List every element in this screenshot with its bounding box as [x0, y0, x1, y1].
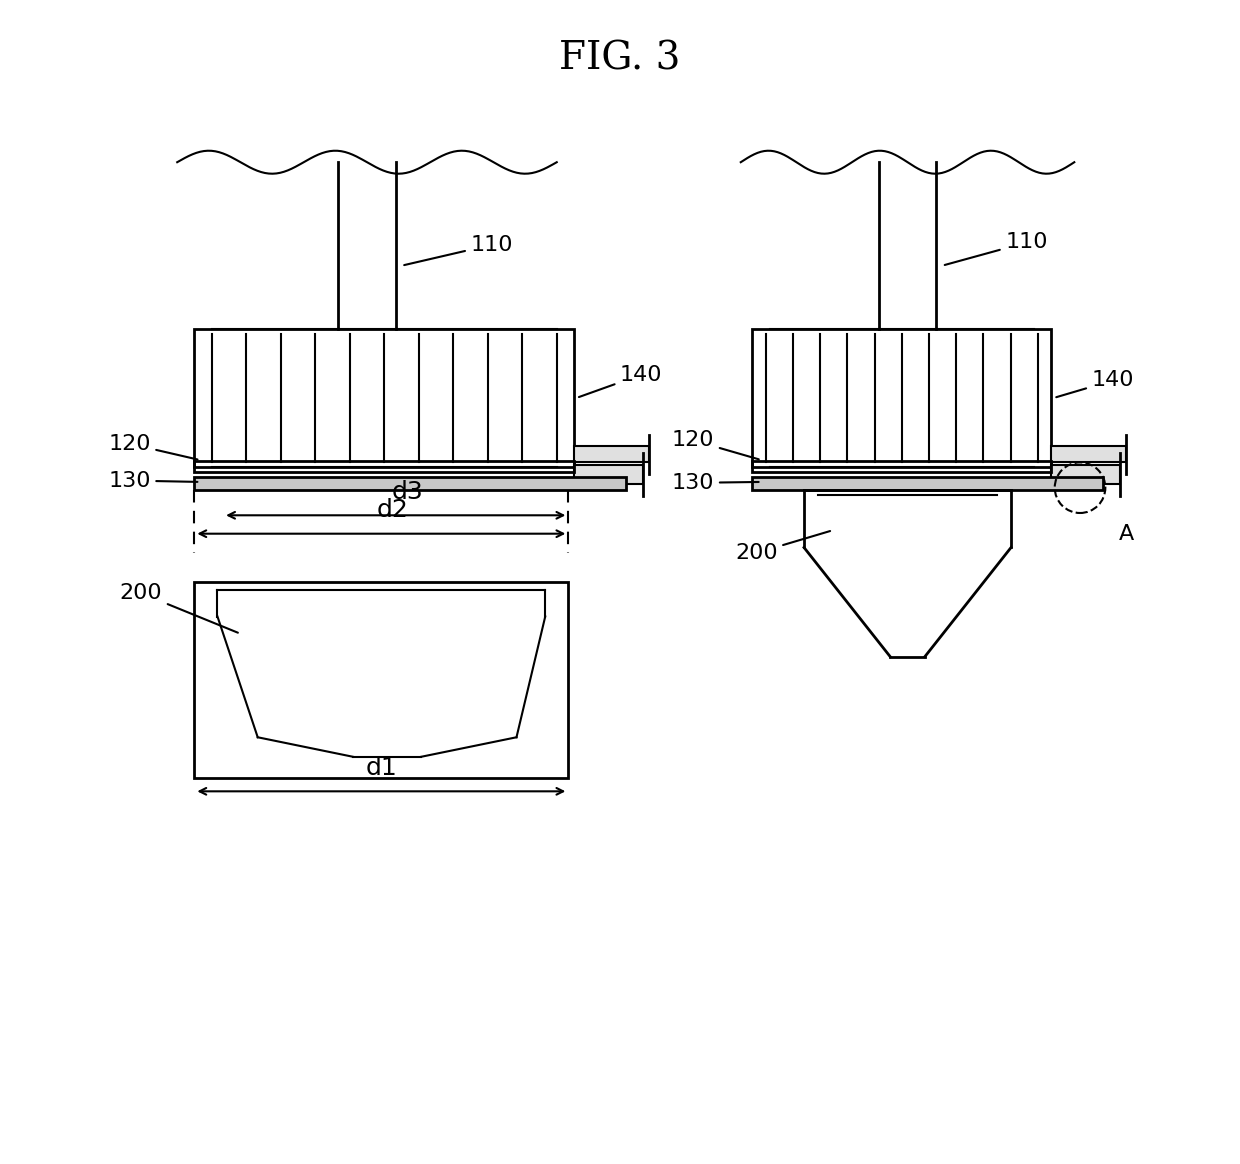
- Text: 120: 120: [672, 431, 759, 460]
- Bar: [574, 464, 644, 484]
- Bar: [195, 477, 626, 490]
- Bar: [1052, 446, 1126, 462]
- Text: 110: 110: [404, 235, 513, 265]
- Bar: [195, 461, 574, 471]
- Bar: [753, 461, 1052, 471]
- Text: 140: 140: [1056, 370, 1135, 397]
- Text: 130: 130: [672, 473, 759, 492]
- Bar: [574, 446, 649, 462]
- Text: A: A: [1120, 525, 1135, 545]
- Text: d3: d3: [392, 480, 423, 504]
- Bar: [1052, 464, 1120, 484]
- Text: 110: 110: [945, 233, 1048, 265]
- Text: 140: 140: [579, 364, 662, 397]
- Text: d2: d2: [377, 498, 409, 523]
- Text: 200: 200: [735, 531, 830, 563]
- Text: 120: 120: [108, 434, 197, 460]
- Bar: [195, 329, 574, 467]
- Text: d1: d1: [366, 755, 397, 780]
- Bar: [753, 329, 1052, 467]
- Bar: [195, 582, 568, 778]
- Text: 200: 200: [120, 583, 238, 633]
- Text: 130: 130: [108, 470, 197, 490]
- Bar: [753, 477, 1104, 490]
- Text: FIG. 3: FIG. 3: [559, 41, 681, 77]
